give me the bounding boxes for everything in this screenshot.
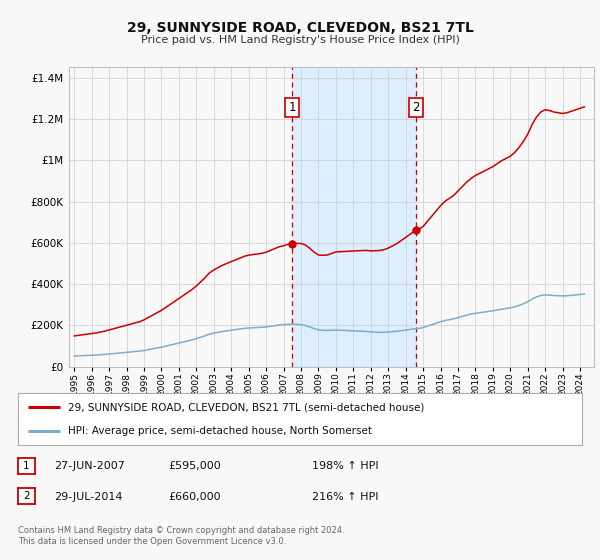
Text: 2: 2 <box>23 491 30 501</box>
Text: 29, SUNNYSIDE ROAD, CLEVEDON, BS21 7TL (semi-detached house): 29, SUNNYSIDE ROAD, CLEVEDON, BS21 7TL (… <box>68 402 424 412</box>
Text: 2: 2 <box>412 101 419 114</box>
Text: 29, SUNNYSIDE ROAD, CLEVEDON, BS21 7TL: 29, SUNNYSIDE ROAD, CLEVEDON, BS21 7TL <box>127 21 473 35</box>
Text: 1: 1 <box>23 461 30 471</box>
Text: 27-JUN-2007: 27-JUN-2007 <box>54 461 125 471</box>
Text: £595,000: £595,000 <box>168 461 221 471</box>
Text: HPI: Average price, semi-detached house, North Somerset: HPI: Average price, semi-detached house,… <box>68 426 371 436</box>
Text: 29-JUL-2014: 29-JUL-2014 <box>54 492 122 502</box>
Text: 216% ↑ HPI: 216% ↑ HPI <box>312 492 379 502</box>
Text: 198% ↑ HPI: 198% ↑ HPI <box>312 461 379 471</box>
Text: £660,000: £660,000 <box>168 492 221 502</box>
Text: Contains HM Land Registry data © Crown copyright and database right 2024.
This d: Contains HM Land Registry data © Crown c… <box>18 526 344 546</box>
Text: Price paid vs. HM Land Registry's House Price Index (HPI): Price paid vs. HM Land Registry's House … <box>140 35 460 45</box>
Text: 1: 1 <box>289 101 296 114</box>
